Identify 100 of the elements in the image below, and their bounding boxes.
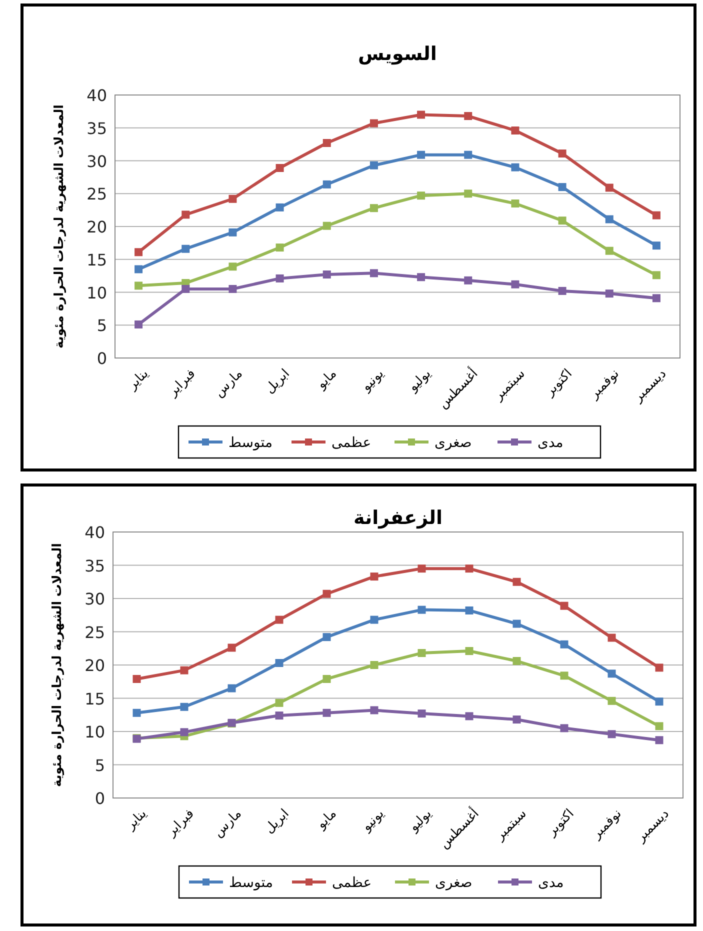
x-tick-label: يونيو <box>358 806 388 836</box>
x-tick-label: فبراير <box>164 366 199 400</box>
point <box>180 666 188 674</box>
y-tick-label: 15 <box>84 689 105 708</box>
point <box>228 684 236 692</box>
point <box>608 730 616 738</box>
point <box>132 674 141 683</box>
y-tick-label: 10 <box>86 283 107 302</box>
point <box>417 150 426 159</box>
y-tick-label: 30 <box>86 152 107 171</box>
point <box>322 222 331 230</box>
point <box>418 606 426 614</box>
point <box>652 271 660 280</box>
point <box>276 164 284 172</box>
y-tick-label: 10 <box>84 722 105 742</box>
x-tick-label: يناير <box>124 366 152 394</box>
point <box>134 248 143 256</box>
point <box>182 210 190 219</box>
point <box>560 724 568 732</box>
point <box>228 262 237 271</box>
x-tick-label: مارس <box>210 806 245 840</box>
point <box>418 710 426 718</box>
point <box>558 286 566 295</box>
point <box>370 572 378 581</box>
point <box>275 712 284 720</box>
point <box>370 161 378 170</box>
point <box>512 716 521 724</box>
point <box>417 192 426 200</box>
point <box>276 203 284 212</box>
point <box>511 199 520 208</box>
point <box>275 698 284 707</box>
point <box>322 708 331 717</box>
y-tick-label: 0 <box>94 789 105 808</box>
x-tick-label: نوفمبر <box>586 366 622 403</box>
point <box>608 696 616 705</box>
point <box>370 706 378 714</box>
point <box>465 712 474 720</box>
y-tick-label: 40 <box>86 86 107 105</box>
y-tick-label: 40 <box>84 523 105 542</box>
x-tick-label: يناير <box>122 806 150 834</box>
point <box>608 670 616 678</box>
point <box>558 183 566 192</box>
x-tick-label: يوليو <box>406 806 436 836</box>
point <box>512 657 521 666</box>
point <box>370 661 378 669</box>
point <box>465 647 474 656</box>
x-tick-label: أغسطس <box>434 365 482 412</box>
point <box>512 620 521 628</box>
y-tick-label: 25 <box>86 184 107 204</box>
point <box>464 150 472 159</box>
x-tick-label: مايو <box>314 366 340 393</box>
point <box>464 112 472 120</box>
point <box>275 616 284 624</box>
point <box>322 590 331 598</box>
x-tick-label: اكتوبر <box>544 806 578 840</box>
point <box>322 138 331 147</box>
point <box>370 119 378 128</box>
x-tick-label: ابريل <box>262 806 292 837</box>
point <box>322 633 331 642</box>
legend-label: متوسط <box>228 435 272 451</box>
point <box>276 244 284 252</box>
point <box>322 180 331 188</box>
point <box>370 616 378 624</box>
legend-label: صغرى <box>435 875 472 891</box>
point <box>465 564 474 573</box>
y-tick-label: 15 <box>86 250 107 270</box>
point <box>605 290 614 298</box>
x-tick-label: سبتمبر <box>492 806 530 844</box>
y-tick-label: 0 <box>96 349 107 368</box>
point <box>418 649 426 658</box>
point <box>182 284 190 293</box>
point <box>512 578 521 586</box>
point <box>511 280 520 288</box>
x-tick-label: ابريل <box>262 366 293 397</box>
point <box>134 265 143 274</box>
point <box>655 736 664 744</box>
point <box>370 204 378 212</box>
point <box>228 194 237 203</box>
y-tick-label: 20 <box>84 656 105 675</box>
point <box>605 184 614 192</box>
legend-label: مدى <box>538 435 564 451</box>
x-tick-label: ديسمبر <box>632 806 672 846</box>
point <box>511 163 520 172</box>
point <box>558 150 566 158</box>
legend-label: عظمى <box>332 875 372 891</box>
y-tick-label: 5 <box>94 756 105 775</box>
chart-title: السويس <box>358 43 437 65</box>
x-tick-label: اكتوبر <box>542 366 576 400</box>
point <box>370 269 378 278</box>
point <box>182 244 190 253</box>
y-axis-title: المعدلات الشهرية لدرجات الحرارة مئوية <box>51 104 67 348</box>
point <box>652 242 660 250</box>
x-tick-label: يونيو <box>358 366 388 396</box>
point <box>464 190 472 198</box>
x-tick-label: يوليو <box>405 366 434 396</box>
point <box>655 698 664 706</box>
point <box>511 126 520 135</box>
point <box>180 702 188 711</box>
x-tick-label: نوفمبر <box>588 806 625 843</box>
point <box>560 640 568 648</box>
